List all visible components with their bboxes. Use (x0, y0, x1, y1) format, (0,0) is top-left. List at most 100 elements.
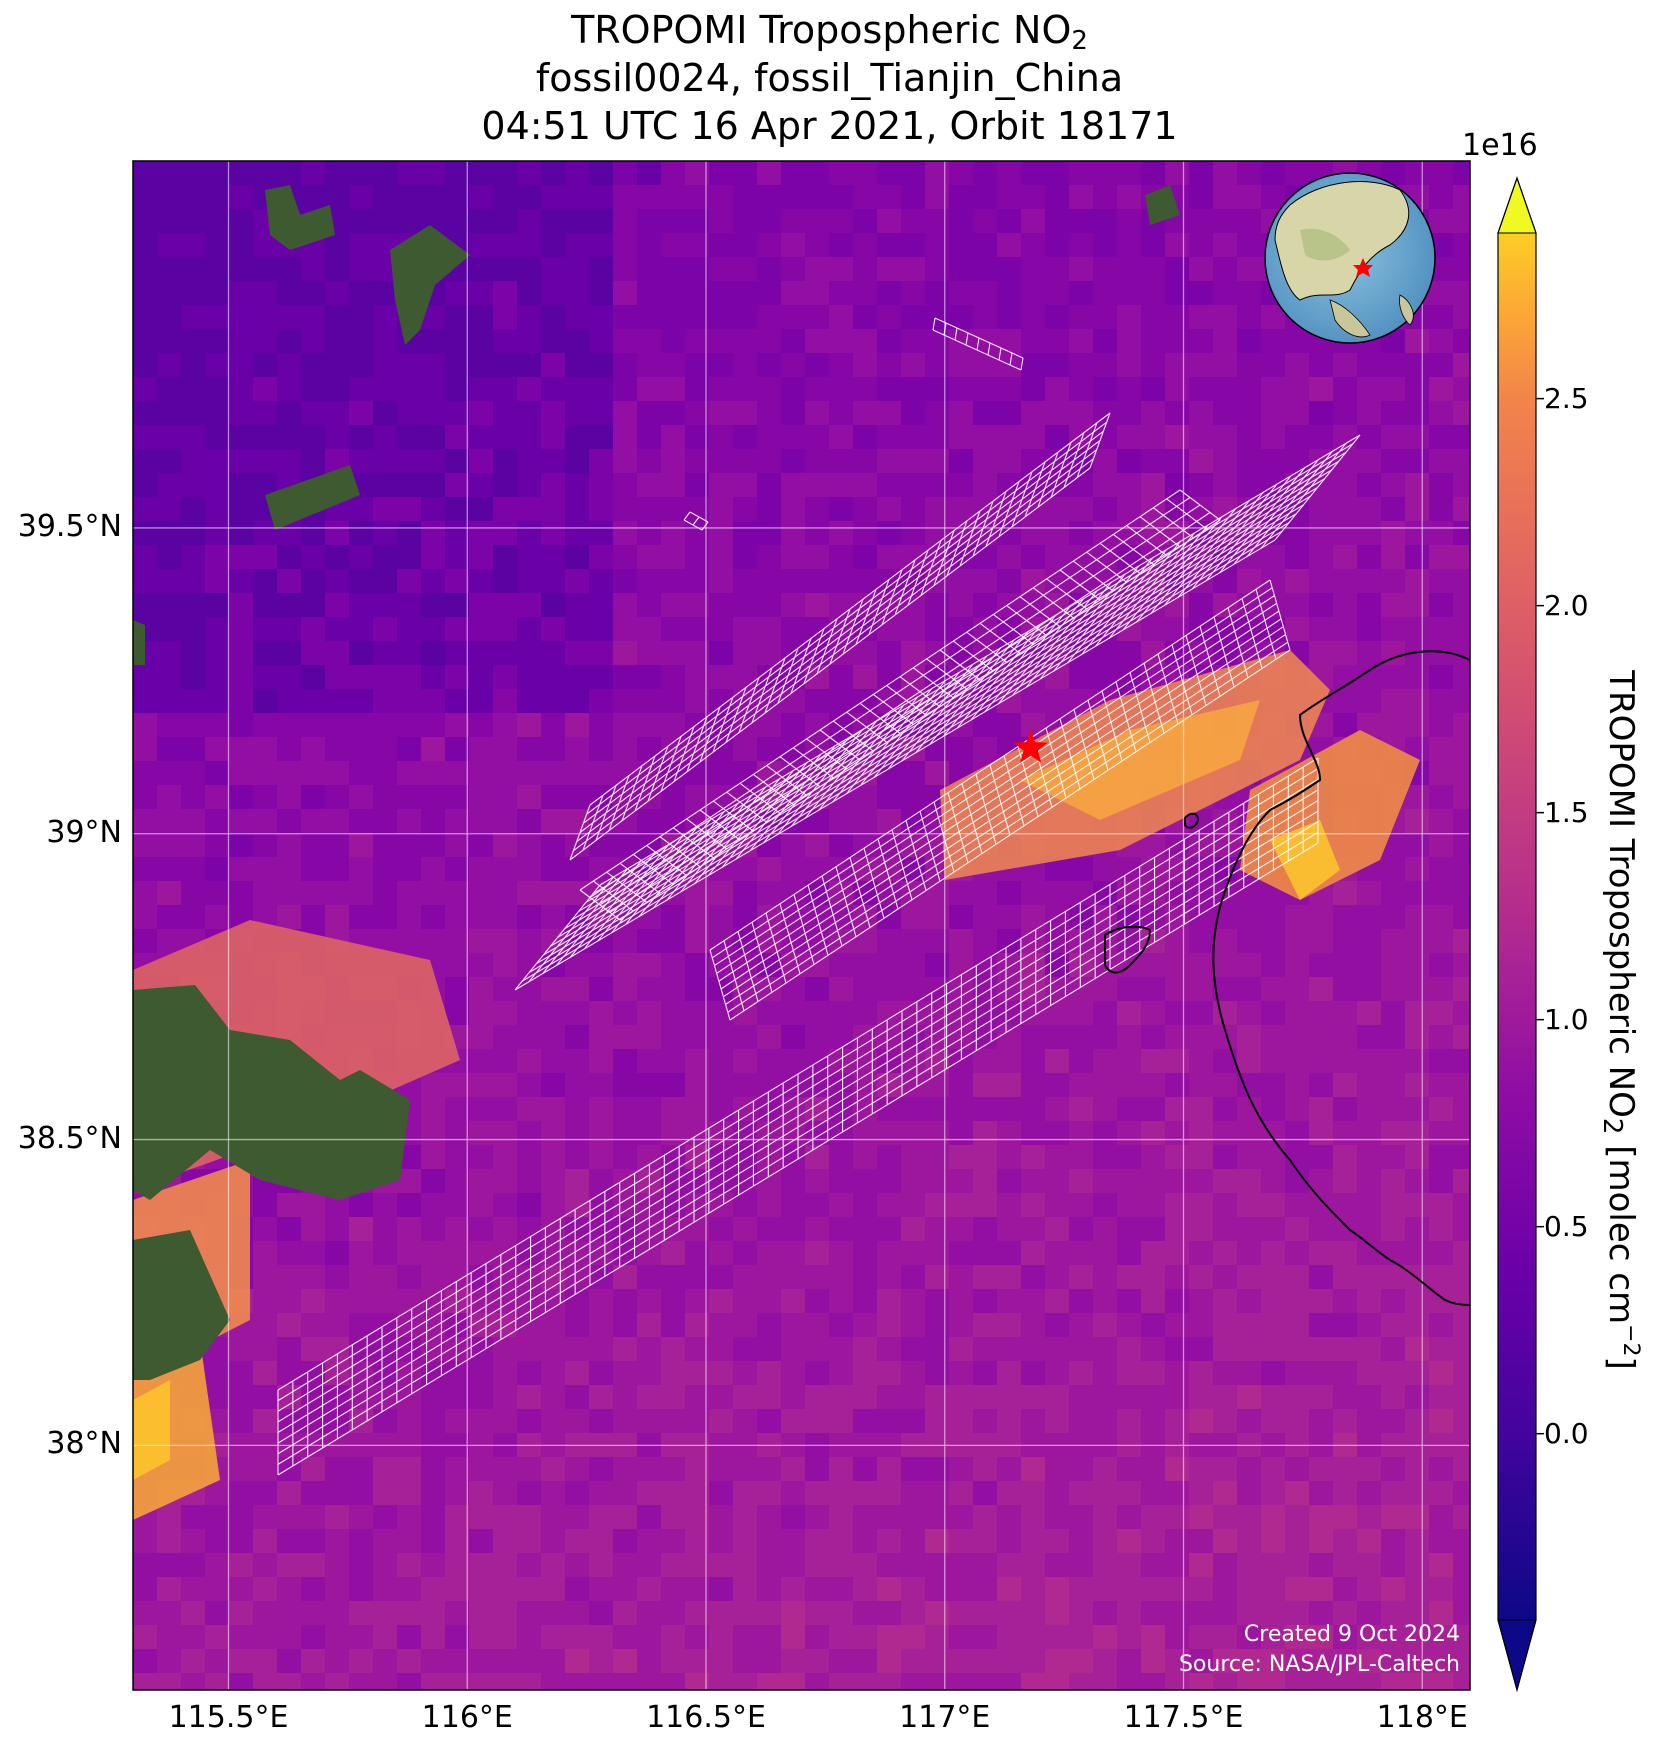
heatmap-cell (1357, 1625, 1382, 1650)
heatmap-cell (469, 233, 494, 258)
heatmap-cell (781, 185, 806, 210)
heatmap-cell (757, 1385, 782, 1410)
heatmap-cell (1021, 305, 1046, 330)
heatmap-cell (1213, 1577, 1238, 1602)
heatmap-cell (1141, 233, 1166, 258)
heatmap-cell (229, 1385, 254, 1410)
heatmap-cell (229, 257, 254, 282)
heatmap-cell (517, 1673, 542, 1690)
heatmap-cell (1237, 977, 1262, 1002)
heatmap-cell (829, 521, 854, 546)
heatmap-cell (853, 1457, 878, 1482)
heatmap-cell (853, 1625, 878, 1650)
heatmap-cell (853, 545, 878, 570)
heatmap-cell (397, 497, 422, 522)
heatmap-cell (853, 1553, 878, 1578)
heatmap-cell (997, 569, 1022, 594)
heatmap-cell (301, 1193, 326, 1218)
colorbar-ticks (1536, 397, 1544, 1435)
heatmap-cell (805, 425, 830, 450)
heatmap-cell (829, 1169, 854, 1194)
heatmap-cell (301, 881, 326, 906)
heatmap-cell (181, 641, 206, 666)
colorbar-exponent: 1e16 (1462, 128, 1538, 163)
heatmap-cell (925, 1673, 950, 1690)
heatmap-cell (1261, 1385, 1286, 1410)
heatmap-cell (181, 521, 206, 546)
heatmap-cell (1117, 1193, 1142, 1218)
heatmap-cell (781, 1409, 806, 1434)
heatmap-cell (661, 1313, 686, 1338)
heatmap-cell (1021, 1385, 1046, 1410)
heatmap-cell (1429, 1193, 1454, 1218)
heatmap-cell (445, 377, 470, 402)
heatmap-cell (1213, 641, 1238, 666)
heatmap-cell (181, 593, 206, 618)
heatmap-cell (661, 233, 686, 258)
heatmap-cell (1405, 1505, 1430, 1530)
heatmap-cell (613, 353, 638, 378)
heatmap-cell (205, 905, 230, 930)
heatmap-cell (229, 305, 254, 330)
sounding-footprints (277, 317, 1361, 1476)
heatmap-cell (181, 833, 206, 858)
heatmap-cell (925, 1409, 950, 1434)
heatmap-cell (1381, 1073, 1406, 1098)
heatmap-cell (781, 329, 806, 354)
heatmap-cell (1237, 1049, 1262, 1074)
heatmap-cell (853, 377, 878, 402)
heatmap-cell (349, 377, 374, 402)
heatmap-cell (1117, 1481, 1142, 1506)
heatmap-cell (1333, 593, 1358, 618)
heatmap-cell (853, 233, 878, 258)
heatmap-cell (1165, 929, 1190, 954)
heatmap-cell (493, 1529, 518, 1554)
heatmap-cell (1261, 377, 1286, 402)
heatmap-cell (589, 185, 614, 210)
heatmap-cell (733, 1577, 758, 1602)
heatmap-cell (253, 353, 278, 378)
heatmap-cell (493, 641, 518, 666)
heatmap-cell (1237, 1505, 1262, 1530)
heatmap-cell (421, 1169, 446, 1194)
heatmap-cell (997, 1385, 1022, 1410)
heatmap-cell (805, 689, 830, 714)
heatmap-cell (1405, 1481, 1430, 1506)
heatmap-cell (1237, 377, 1262, 402)
heatmap-cell (925, 641, 950, 666)
heatmap-cell (1333, 1073, 1358, 1098)
heatmap-cell (1333, 1505, 1358, 1530)
heatmap-cell (517, 329, 542, 354)
heatmap-cell (949, 881, 974, 906)
heatmap-cell (1405, 1217, 1430, 1242)
heatmap-cell (1453, 1601, 1470, 1626)
heatmap-cell (469, 1505, 494, 1530)
heatmap-cell (565, 1673, 590, 1690)
heatmap-cell (373, 857, 398, 882)
heatmap-cell (877, 161, 902, 186)
heatmap-cell (1333, 425, 1358, 450)
heatmap-cell (709, 1001, 734, 1026)
heatmap-cell (133, 521, 158, 546)
heatmap-cell (1429, 713, 1454, 738)
heatmap-cell (445, 1385, 470, 1410)
heatmap-cell (517, 209, 542, 234)
heatmap-cell (1453, 593, 1470, 618)
heatmap-cell (325, 569, 350, 594)
heatmap-cell (589, 761, 614, 786)
heatmap-cell (661, 209, 686, 234)
heatmap-cell (877, 1409, 902, 1434)
heatmap-cell (1453, 1001, 1470, 1026)
heatmap-cell (157, 593, 182, 618)
heatmap-cell (805, 161, 830, 186)
heatmap-cell (1141, 1169, 1166, 1194)
heatmap-cell (925, 881, 950, 906)
heatmap-cell (1357, 1409, 1382, 1434)
heatmap-cell (733, 281, 758, 306)
heatmap-cell (1381, 497, 1406, 522)
heatmap-cell (805, 401, 830, 426)
heatmap-cell (1165, 1649, 1190, 1674)
heatmap-cell (157, 449, 182, 474)
heatmap-cell (1381, 1529, 1406, 1554)
heatmap-cell (493, 545, 518, 570)
